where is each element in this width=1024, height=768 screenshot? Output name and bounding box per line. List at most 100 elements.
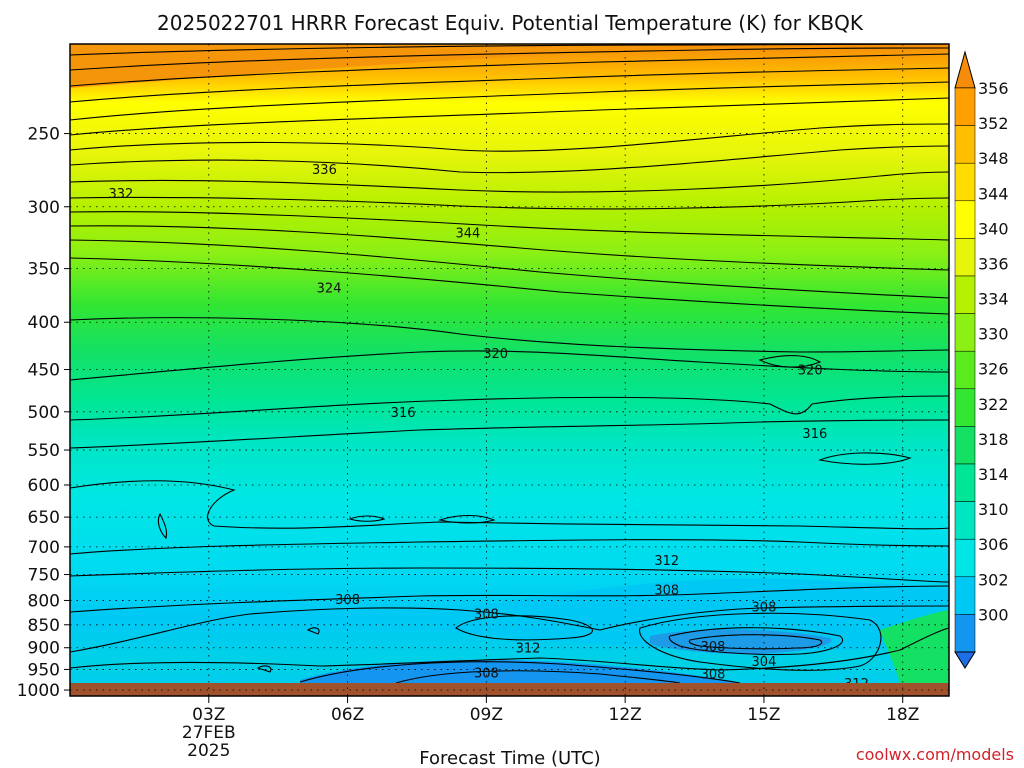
colorbar-tick-label: 314 <box>978 465 1009 484</box>
contour-label: 308 <box>335 593 360 608</box>
colorbar-tick-label: 310 <box>978 500 1009 519</box>
contour-label: 308 <box>654 583 679 598</box>
contour-label-text: 308 <box>654 583 679 598</box>
contour-label: 308 <box>752 600 777 615</box>
colorbar-bin <box>954 388 976 427</box>
colorbar-bin <box>954 463 976 502</box>
contour-line <box>70 539 949 555</box>
colorbar-bottom-arrow <box>954 651 976 669</box>
contour-line <box>70 123 949 152</box>
contour-label-text: 332 <box>108 187 133 202</box>
plot-area: 344 336 332 324 320 320 316 316 312 308 308 308 308 3… <box>69 43 950 701</box>
contour-line <box>70 211 949 241</box>
y-tick-label: 650 <box>28 508 60 528</box>
contour-label-text: 336 <box>312 163 337 178</box>
contour-line <box>256 665 272 673</box>
y-tick-label: 600 <box>28 476 60 496</box>
contour-label-text: 312 <box>654 554 679 569</box>
contour-line <box>758 354 822 368</box>
contour-label: 320 <box>798 364 823 379</box>
contour-label-text: 308 <box>752 600 777 615</box>
y-tick-label: 950 <box>28 660 60 680</box>
colorbar-bin <box>954 238 976 277</box>
chart-title: 2025022701 HRRR Forecast Equiv. Potentia… <box>157 11 864 35</box>
contour-line <box>70 350 949 381</box>
contour-line <box>70 257 949 315</box>
x-tick-label: 12Z <box>609 705 642 725</box>
contour-label-text: 316 <box>391 406 416 421</box>
contour-label: 308 <box>701 668 726 683</box>
y-tick-label: 800 <box>28 591 60 611</box>
contour-line <box>299 661 741 684</box>
contour-line <box>306 627 320 635</box>
contour-label: 308 <box>474 607 499 622</box>
y-tick-label: 750 <box>28 566 60 586</box>
x-tick-label: 18Z <box>886 705 919 725</box>
contour-lines <box>70 44 949 684</box>
colorbar-tick-label: 352 <box>978 114 1009 133</box>
contour-line <box>818 452 912 465</box>
colorbar: 300 302 306 310 314 318 322 326 330 334 336 340 344 3… <box>954 50 1009 669</box>
y-axis: 250 300 350 400 450 500 550 600 650 700 750 800 850 9… <box>17 125 70 701</box>
colorbar-tick-label: 334 <box>978 290 1009 309</box>
contour-line <box>70 480 949 530</box>
colorbar-bin <box>954 162 976 202</box>
contour-label: 316 <box>802 427 827 442</box>
colorbar-bin <box>954 538 976 578</box>
contour-label-text: 320 <box>798 364 823 379</box>
date-label-line1: 27FEB <box>182 723 236 743</box>
x-tick-label: 09Z <box>470 705 503 725</box>
colorbar-tick-label: 348 <box>978 149 1009 168</box>
colorbar-bin <box>954 501 976 540</box>
contour-line <box>70 225 949 271</box>
grid-lines <box>70 44 949 696</box>
contour-line <box>70 605 949 653</box>
colorbar-bin <box>954 87 976 126</box>
colorbar-bin <box>954 200 976 239</box>
colorbar-tick-label: 330 <box>978 325 1009 344</box>
contour-line <box>668 627 843 656</box>
y-tick-label: 850 <box>28 616 60 636</box>
x-tick-label: 06Z <box>331 705 364 725</box>
contour-label: 324 <box>317 282 342 297</box>
colorbar-tick-label: 326 <box>978 360 1009 379</box>
contour-line <box>348 515 386 522</box>
contour-label: 316 <box>391 406 416 421</box>
right-edge-green <box>880 610 949 683</box>
contour-line <box>70 171 949 193</box>
contour-line <box>70 239 949 299</box>
colorbar-tick-label: 322 <box>978 395 1009 414</box>
contour-label: 308 <box>701 640 726 655</box>
colorbar-tick-label: 344 <box>978 184 1009 203</box>
contour-label-text: 344 <box>455 227 480 242</box>
x-tick-label: 15Z <box>747 705 780 725</box>
x-axis-label: Forecast Time (UTC) <box>419 748 600 768</box>
contour-line <box>455 615 593 641</box>
contour-label-text: 308 <box>701 668 726 683</box>
colorbar-tick-label: 318 <box>978 430 1009 449</box>
contour-label-text: 324 <box>317 282 342 297</box>
contour-line <box>395 670 681 684</box>
contour-line <box>70 585 949 613</box>
y-tick-label: 350 <box>28 260 60 280</box>
colorbar-bin <box>954 275 976 314</box>
contour-line <box>157 512 168 540</box>
colorbar-bin <box>954 426 976 465</box>
contour-line <box>70 395 949 421</box>
colorbar-tick-label: 336 <box>978 254 1009 273</box>
y-tick-label: 550 <box>28 441 60 461</box>
y-tick-label: 900 <box>28 639 60 659</box>
contour-label-text: 308 <box>474 666 499 681</box>
low-level-moist-blob <box>440 578 949 652</box>
colorbar-tick-label: 340 <box>978 219 1009 238</box>
x-axis: 03Z 06Z 09Z 12Z 15Z 18Z <box>192 696 919 725</box>
x-tick-label: 03Z <box>192 705 225 725</box>
contour-label-text: 316 <box>802 427 827 442</box>
colorbar-bin <box>954 614 976 653</box>
contour-label-text: 308 <box>701 640 726 655</box>
contour-line <box>70 419 949 449</box>
contour-label: 320 <box>483 347 508 362</box>
colorbar-bin <box>954 576 976 615</box>
contour-line <box>70 317 949 353</box>
